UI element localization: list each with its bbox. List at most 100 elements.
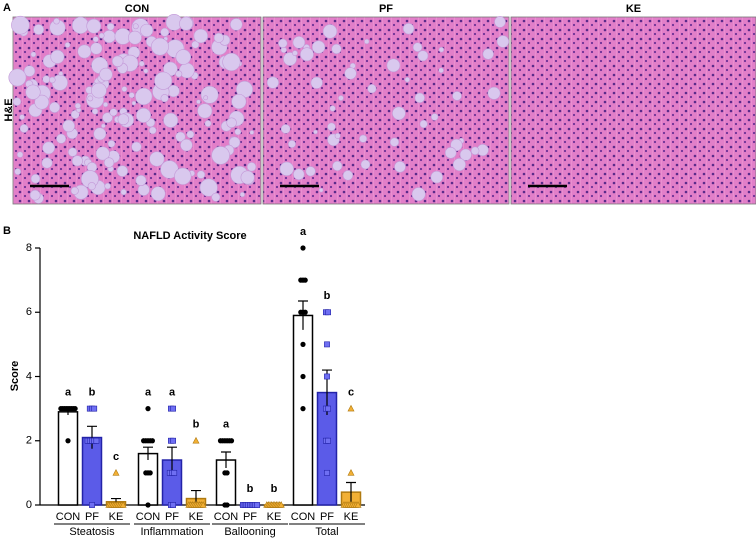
lipid-droplet (313, 129, 318, 135)
y-tick-label: 0 (26, 499, 32, 511)
lipid-droplet (338, 95, 344, 101)
bar (137, 452, 159, 506)
image-title: KE (626, 3, 641, 15)
bar-label: KE (189, 511, 204, 523)
lipid-droplet (121, 86, 128, 92)
bar-label: PF (243, 511, 257, 523)
lipid-droplet (279, 161, 294, 177)
lipid-droplet (175, 70, 183, 78)
lipid-droplet (332, 160, 343, 172)
lipid-droplet (50, 49, 65, 64)
data-point (224, 502, 230, 508)
lipid-droplet (287, 140, 296, 149)
data-point (354, 501, 362, 508)
lipid-droplet (293, 168, 305, 181)
lipid-droplet (71, 155, 83, 167)
lipid-droplet (327, 122, 336, 132)
data-point (89, 502, 95, 508)
y-tick-label: 2 (26, 435, 32, 447)
lipid-droplet (278, 38, 288, 49)
bar-label: PF (165, 511, 179, 523)
lipid-droplet (90, 42, 103, 55)
lipid-droplet (131, 141, 142, 153)
lipid-droplet (128, 92, 135, 99)
lipid-droplet (149, 151, 165, 167)
lipid-droplet (334, 132, 341, 139)
lipid-droplet (204, 120, 212, 128)
lipid-droplet (62, 119, 75, 133)
lipid-droplet (444, 146, 457, 159)
lipid-droplet (292, 50, 298, 57)
lipid-droplet (292, 36, 306, 49)
significance-letter: a (169, 387, 176, 399)
data-point (325, 405, 331, 412)
lipid-droplet (438, 67, 444, 74)
image-title: CON (125, 3, 150, 15)
lipid-droplet (70, 186, 79, 195)
lipid-droplet (179, 16, 194, 31)
data-point (170, 437, 176, 444)
chart-title: NAFLD Activity Score (133, 230, 246, 242)
lipid-droplet (106, 22, 115, 31)
lipid-droplet (229, 18, 243, 31)
lipid-droplet (23, 65, 36, 77)
lipid-droplet (107, 139, 116, 148)
lipid-droplet (200, 85, 219, 104)
error-bar (167, 446, 177, 473)
data-point (300, 373, 306, 380)
panel-label: A (3, 2, 11, 14)
lipid-droplet (360, 159, 371, 170)
lipid-droplet (117, 113, 130, 126)
lipid-droplet (367, 84, 377, 94)
lipid-droplet (392, 106, 406, 121)
data-point (347, 404, 355, 412)
lipid-droplet (103, 157, 115, 168)
lipid-droplet (414, 92, 425, 104)
significance-letter: b (89, 387, 96, 399)
lipid-droplet (30, 173, 41, 184)
lipid-droplet (226, 117, 237, 128)
lipid-droplet (246, 162, 257, 172)
lipid-droplet (213, 32, 224, 43)
lipid-droplet (175, 49, 192, 65)
lipid-droplet (174, 167, 192, 185)
data-point (277, 501, 285, 508)
lipid-droplet (86, 18, 102, 34)
lipid-droplet (249, 130, 255, 135)
lipid-droplet (180, 138, 193, 152)
lipid-droplet (29, 189, 41, 201)
data-point (72, 406, 78, 412)
data-point (347, 469, 355, 476)
lipid-droplet (394, 161, 406, 173)
lipid-droplet (12, 97, 22, 106)
error-bar (143, 446, 153, 461)
lipid-droplet (11, 15, 30, 35)
data-point (324, 469, 330, 476)
data-point (302, 277, 308, 283)
lipid-droplet (359, 134, 368, 143)
error-bar (221, 451, 231, 469)
lipid-droplet (386, 58, 401, 73)
x-category-label: Total (315, 526, 338, 538)
lipid-droplet (203, 95, 209, 101)
lipid-droplet (42, 141, 56, 155)
data-point (170, 405, 176, 412)
lipid-droplet (111, 55, 124, 68)
lipid-droplet (148, 126, 157, 135)
lipid-droplet (98, 32, 105, 39)
lipid-droplet (58, 71, 64, 77)
lipid-droplet (92, 36, 99, 43)
lipid-droplet (318, 187, 324, 193)
lipid-droplet (240, 170, 255, 185)
x-category-label: Ballooning (224, 526, 275, 538)
lipid-droplet (151, 37, 169, 56)
lipid-droplet (127, 30, 142, 45)
bar-label: CON (136, 511, 161, 523)
bar-label: KE (267, 511, 282, 523)
lipid-droplet (71, 16, 90, 34)
lipid-droplet (131, 100, 137, 106)
lipid-droplet (120, 188, 127, 196)
lipid-droplet (191, 40, 200, 49)
lipid-droplet (8, 68, 27, 87)
lipid-droplet (310, 76, 323, 89)
